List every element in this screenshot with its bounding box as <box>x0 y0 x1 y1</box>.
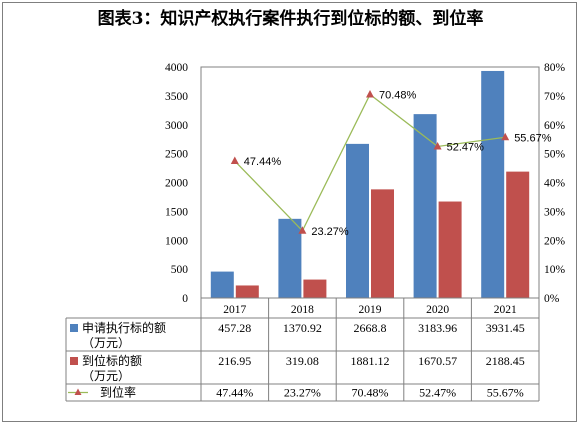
table-value: 55.67% <box>487 386 524 400</box>
y-left-tick-label: 3500 <box>165 91 188 103</box>
y-right-tick-label: 10% <box>544 264 566 276</box>
chart-border <box>2 2 577 422</box>
y-left-tick-label: 1500 <box>165 206 188 218</box>
table-value: 2188.45 <box>486 354 525 368</box>
y-left-tick-label: 2500 <box>165 149 188 161</box>
y-left-tick-label: 500 <box>171 264 189 276</box>
bar-applied <box>481 70 505 298</box>
x-tick-label: 2017 <box>223 304 246 316</box>
rate-data-label: 47.44% <box>244 156 282 168</box>
rate-data-label: 52.47% <box>447 141 485 153</box>
bar-recovered <box>303 279 327 298</box>
y-left-tick-label: 0 <box>182 293 188 305</box>
table-value: 1881.12 <box>351 354 390 368</box>
table-value: 1370.92 <box>283 321 322 335</box>
y-left-tick-label: 1000 <box>165 235 188 247</box>
series-name: （万元） <box>82 369 130 383</box>
bar-applied <box>278 218 302 298</box>
rate-marker <box>501 132 510 141</box>
rate-marker <box>230 156 239 165</box>
legend-swatch <box>70 324 78 332</box>
x-tick-label: 2020 <box>426 304 449 316</box>
series-name: 到位标的额 <box>82 353 142 368</box>
y-left-tick-label: 4000 <box>165 62 188 74</box>
table-value: 457.28 <box>218 321 251 335</box>
y-right-tick-label: 0% <box>544 293 560 305</box>
series-name: 到位率 <box>100 385 136 400</box>
table-value: 70.48% <box>352 386 389 400</box>
rate-data-label: 70.48% <box>379 89 417 101</box>
y-right-tick-label: 30% <box>544 206 566 218</box>
table-value: 23.27% <box>284 386 321 400</box>
x-tick-label: 2018 <box>291 304 314 316</box>
bar-recovered <box>371 189 394 298</box>
table-value: 1670.57 <box>418 354 457 368</box>
rate-marker <box>433 141 442 150</box>
table-value: 3931.45 <box>486 321 525 335</box>
x-tick-label: 2021 <box>494 304 517 316</box>
y-right-tick-label: 70% <box>544 91 566 103</box>
table-value: 47.44% <box>216 386 253 400</box>
bar-applied <box>346 143 369 298</box>
y-right-tick-label: 40% <box>544 178 566 190</box>
plot-area <box>200 66 540 299</box>
rate-data-label: 55.67% <box>514 132 552 144</box>
legend-swatch <box>70 357 78 365</box>
bar-recovered <box>438 201 462 298</box>
y-right-tick-label: 50% <box>544 149 566 161</box>
bar-recovered <box>235 285 259 298</box>
bar-applied <box>413 114 437 298</box>
rate-marker <box>366 89 374 98</box>
rate-marker <box>298 226 307 234</box>
legend-marker <box>74 388 82 395</box>
table-value: 2668.8 <box>354 321 387 335</box>
x-tick-label: 2019 <box>359 304 382 316</box>
table-value: 3183.96 <box>418 321 457 335</box>
y-left-tick-label: 3000 <box>165 120 188 132</box>
series-name: 申请执行标的额 <box>82 320 166 335</box>
y-right-tick-label: 60% <box>544 120 566 132</box>
y-right-tick-label: 20% <box>544 235 566 247</box>
y-right-tick-label: 80% <box>544 62 566 74</box>
bar-applied <box>210 271 234 298</box>
bar-recovered <box>506 171 530 298</box>
table-value: 319.08 <box>286 354 319 368</box>
chart-title: 图表3：知识产权执行案件执行到位标的额、到位率 <box>97 9 484 29</box>
y-left-tick-label: 2000 <box>165 178 188 190</box>
rate-data-label: 23.27% <box>311 226 349 238</box>
table-value: 216.95 <box>218 354 251 368</box>
series-name: （万元） <box>82 336 130 350</box>
table-value: 52.47% <box>419 386 456 400</box>
